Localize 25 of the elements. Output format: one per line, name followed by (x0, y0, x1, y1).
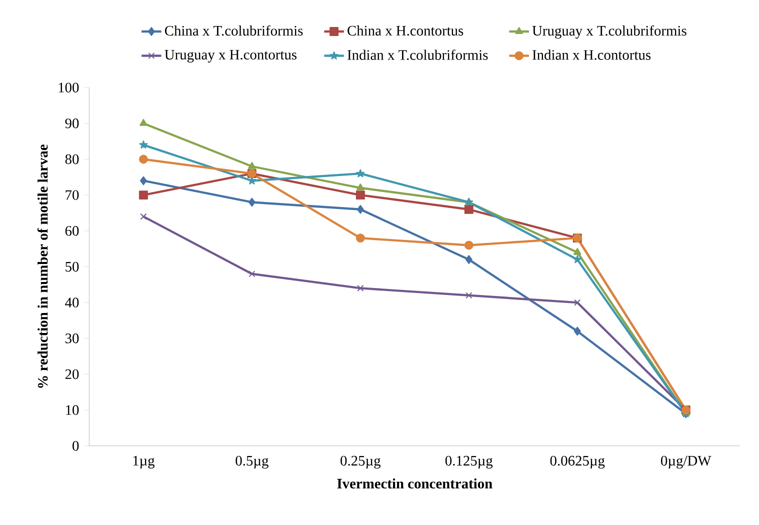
x-tick-label: 1µg (133, 456, 155, 468)
x-tick-label: 0.125µg (445, 456, 493, 468)
y-tick-label: 30 (65, 333, 79, 344)
x-tick-label: 0.0625µg (550, 456, 605, 468)
legend-label: Indian x H.contortus (532, 49, 651, 60)
x-tick-label: 0.25µg (340, 456, 381, 468)
y-tick-label: 40 (65, 297, 79, 308)
y-tick-label: 80 (65, 154, 79, 164)
legend-label: Indian x T.colubriformis (348, 49, 488, 60)
y-tick-label: 10 (66, 404, 79, 415)
x-axis-title: Ivermectin concentration (337, 478, 492, 488)
y-tick-label: 50 (66, 262, 79, 272)
legend-label: Uruguay x T.colubriformis (532, 25, 686, 38)
y-tick-label: 20 (65, 369, 79, 379)
y-tick-label: 70 (66, 190, 79, 200)
y-tick-label: 60 (65, 226, 79, 236)
y-axis-title: % reduction in number of motile larvae (37, 144, 48, 388)
legend-label: Uruguay x H.contortus (164, 50, 297, 62)
legend-label: China x H.contortus (348, 25, 464, 36)
x-tick-label: 0µg/DW (661, 456, 712, 468)
y-tick-label: 90 (65, 118, 79, 128)
legend-label: China x T.colubriformis (164, 25, 303, 36)
y-tick-label: 100 (58, 82, 79, 92)
y-tick-label: 0 (72, 440, 79, 450)
x-tick-label: 0.5µg (236, 456, 268, 468)
